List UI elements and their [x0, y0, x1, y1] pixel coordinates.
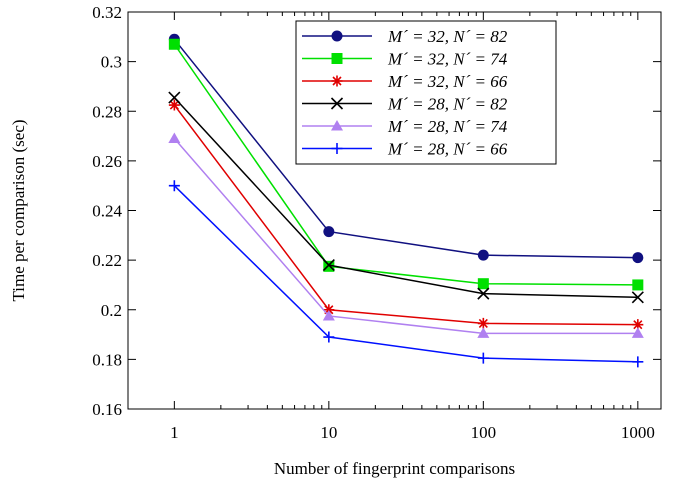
series-4 — [168, 91, 644, 304]
series-layer — [168, 33, 644, 368]
x-tick-label: 1 — [170, 423, 179, 442]
x-tick-label: 1000 — [621, 423, 655, 442]
legend-label: M´ = 28, N´ = 82 — [387, 95, 508, 114]
legend-marker — [331, 75, 343, 87]
legend-entry: M´ = 28, N´ = 74 — [302, 117, 508, 136]
y-axis-title: Time per comparison (sec) — [9, 119, 28, 301]
legend: M´ = 32, N´ = 82 M´ = 32, N´ = 74 M´ = 32,… — [295, 20, 557, 165]
legend-entry: M´ = 28, N´ = 66 — [302, 140, 508, 159]
legend-label: M´ = 32, N´ = 82 — [387, 27, 508, 46]
legend-entry: M´ = 32, N´ = 66 — [302, 72, 508, 91]
legend-label: M´ = 28, N´ = 66 — [387, 140, 508, 159]
data-point — [631, 327, 644, 338]
y-tick-label: 0.3 — [101, 53, 122, 72]
data-point — [632, 356, 644, 368]
legend-entry: M´ = 28, N´ = 82 — [302, 95, 508, 114]
series-line — [173, 104, 638, 326]
x-tick-label: 10 — [320, 423, 337, 442]
data-point — [322, 309, 335, 321]
data-point — [477, 327, 490, 338]
data-point — [323, 260, 335, 272]
legend-label: M´ = 32, N´ = 74 — [387, 50, 508, 69]
y-tick-label: 0.24 — [92, 202, 122, 221]
series-5 — [168, 132, 644, 338]
y-tick-label: 0.32 — [92, 3, 122, 22]
legend-entry: M´ = 32, N´ = 82 — [302, 27, 508, 46]
data-point — [168, 38, 180, 50]
x-axis-title: Number of fingerprint comparisons — [274, 459, 515, 478]
series-line — [173, 97, 638, 299]
legend-marker — [331, 30, 343, 42]
data-point — [632, 279, 644, 291]
x-tick-label: 100 — [471, 423, 497, 442]
legend-entry: M´ = 32, N´ = 74 — [302, 50, 508, 69]
series-3 — [168, 99, 644, 331]
y-tick-label: 0.2 — [101, 301, 122, 320]
series-line — [173, 185, 638, 363]
data-point — [477, 287, 490, 300]
data-point — [168, 91, 181, 104]
data-point — [168, 180, 180, 192]
legend-marker — [330, 97, 344, 110]
data-point — [323, 304, 335, 316]
legend-marker — [331, 120, 343, 131]
axis-ticks: 0.16 0.18 0.2 0.22 0.24 0.26 0.28 0.3 0.32 1 10 100… — [92, 3, 661, 442]
data-point — [632, 319, 644, 331]
legend-label: M´ = 32, N´ = 66 — [387, 72, 508, 91]
y-tick-label: 0.28 — [92, 102, 122, 121]
data-point — [477, 317, 489, 329]
data-point — [168, 132, 181, 144]
legend-box — [295, 20, 557, 165]
data-point — [322, 259, 335, 272]
data-point — [323, 331, 335, 343]
y-tick-label: 0.16 — [92, 400, 122, 419]
data-point — [323, 226, 335, 238]
data-point — [477, 352, 489, 364]
series-6 — [168, 180, 644, 368]
data-point — [168, 99, 180, 111]
series-line — [173, 138, 638, 335]
y-tick-label: 0.26 — [92, 152, 122, 171]
legend-marker — [331, 53, 343, 64]
legend-marker — [331, 143, 343, 154]
y-tick-label: 0.18 — [92, 350, 122, 369]
data-point — [477, 278, 489, 290]
series-line — [173, 38, 638, 259]
series-line — [173, 43, 638, 286]
data-point — [632, 252, 644, 264]
y-tick-label: 0.22 — [92, 251, 122, 270]
series-2 — [168, 38, 644, 291]
legend-label: M´ = 28, N´ = 74 — [387, 117, 508, 136]
data-point — [477, 249, 489, 261]
data-point — [631, 291, 644, 304]
